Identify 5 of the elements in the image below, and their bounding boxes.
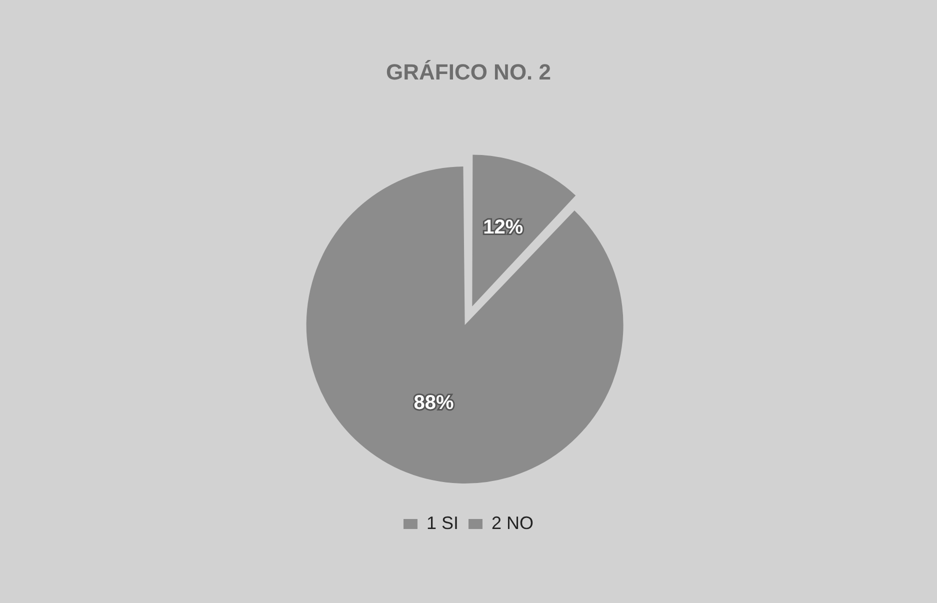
legend-label: 1 SI xyxy=(426,512,459,533)
data-label: 88% xyxy=(414,392,454,414)
chart-title: GRÁFICO NO. 2 xyxy=(386,59,552,84)
data-label: 12% xyxy=(483,216,524,239)
legend-label: 2 NO xyxy=(492,512,534,533)
